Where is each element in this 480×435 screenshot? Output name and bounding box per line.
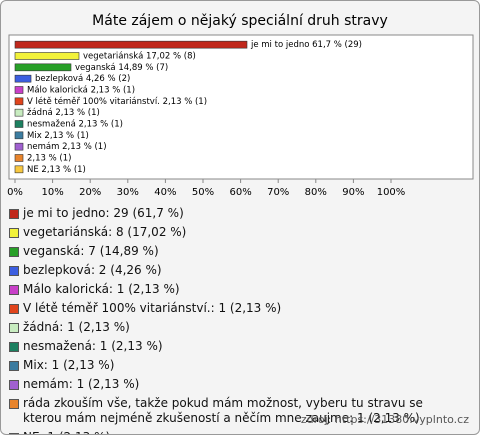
legend-item: veganská: 7 (14,89 %): [9, 244, 464, 259]
bar-label: žádná 2,13 % (1): [27, 108, 100, 118]
legend-item: bezlepková: 2 (4,26 %): [9, 263, 464, 278]
x-tick-label: 80%: [305, 187, 327, 198]
legend-swatch: [9, 228, 19, 238]
bar: [14, 40, 248, 49]
bar-label: NE 2,13 % (1): [27, 165, 86, 175]
bar: [14, 165, 24, 174]
bar-label: Mix 2,13 % (1): [27, 131, 89, 141]
chart-title: Máte zájem o nějaký speciální druh strav…: [92, 13, 388, 29]
legend-item: vegetariánská: 8 (17,02 %): [9, 225, 464, 240]
legend-label: bezlepková: 2 (4,26 %): [23, 263, 162, 277]
legend-label: Mix: 1 (2,13 %): [23, 358, 115, 372]
legend-label: Málo kalorická: 1 (2,13 %): [23, 282, 180, 296]
bar: [14, 86, 24, 94]
plot: Máte zájem o nějaký speciální druh strav…: [7, 13, 474, 198]
legend-swatch: [9, 247, 19, 257]
x-tick-label: 30%: [117, 187, 139, 198]
bar-label: V létě téměř 100% vitariánství. 2,13 % (…: [27, 96, 207, 107]
x-tick-label: 20%: [79, 187, 101, 198]
legend-item: žádná: 1 (2,13 %): [9, 320, 464, 335]
legend-label: ráda zkouším vše, takže pokud mám možnos…: [23, 396, 423, 425]
x-tick-label: 0%: [7, 187, 23, 198]
legend-swatch: [9, 380, 19, 390]
bar: [14, 97, 24, 106]
bar: [14, 74, 32, 83]
legend-item: je mi to jedno: 29 (61,7 %): [9, 206, 464, 221]
source: zdroj: https://31380.vyplnto.cz: [300, 413, 469, 426]
legend-swatch: [9, 342, 19, 352]
bar: [14, 108, 24, 117]
bar: [14, 120, 24, 128]
legend-item: NE: 1 (2,13 %): [9, 430, 464, 434]
legend-label: vegetariánská: 8 (17,02 %): [23, 225, 187, 239]
legend-swatch: [9, 323, 19, 333]
bar-label: veganská 14,89 % (7): [75, 63, 168, 73]
legend-swatch: [9, 433, 19, 434]
legend-item: nesmažená: 1 (2,13 %): [9, 339, 464, 354]
x-tick-label: 50%: [192, 187, 214, 198]
legend-label: nesmažená: 1 (2,13 %): [23, 339, 163, 353]
plot-area: [8, 34, 474, 180]
legend-label: veganská: 7 (14,89 %): [23, 244, 159, 258]
x-tick-label: 40%: [154, 187, 176, 198]
x-tick-label: 70%: [267, 187, 289, 198]
legend-swatch: [9, 266, 19, 276]
legend-item: Mix: 1 (2,13 %): [9, 358, 464, 373]
legend-swatch: [9, 209, 19, 219]
x-tick-label: 90%: [342, 187, 364, 198]
x-tick-label: 60%: [229, 187, 251, 198]
legend-swatch: [9, 304, 19, 314]
legend-label: žádná: 1 (2,13 %): [23, 320, 130, 334]
bar-label: Málo kalorická 2,13 % (1): [27, 86, 135, 96]
legend-label: V létě téměř 100% vitariánství.: 1 (2,13…: [23, 301, 282, 315]
bar-label: nesmažená 2,13 % (1): [27, 120, 123, 130]
legend-item: ráda zkouším vše, takže pokud mám možnos…: [9, 396, 464, 426]
bar-label: je mi to jedno 61,7 % (29): [250, 40, 362, 50]
bar: [14, 52, 80, 60]
legend-label: NE: 1 (2,13 %): [23, 430, 110, 434]
legend: je mi to jedno: 29 (61,7 %) vegetariánská…: [9, 206, 464, 434]
bar: [14, 154, 24, 162]
legend-swatch: [9, 361, 19, 371]
bar: [14, 142, 24, 151]
bar-label: vegetariánská 17,02 % (8): [83, 52, 196, 62]
legend-label: nemám: 1 (2,13 %): [23, 377, 140, 391]
x-tick-label: 100%: [377, 187, 406, 198]
legend-item: V létě téměř 100% vitariánství.: 1 (2,13…: [9, 301, 464, 316]
bar: [14, 131, 24, 140]
x-tick-label: 10%: [41, 187, 63, 198]
legend-item: Málo kalorická: 1 (2,13 %): [9, 282, 464, 297]
bar: [14, 63, 72, 72]
legend-item: nemám: 1 (2,13 %): [9, 377, 464, 392]
legend-label: je mi to jedno: 29 (61,7 %): [23, 206, 184, 220]
bar-label: 2,13 % (1): [27, 154, 71, 164]
legend-swatch: [9, 399, 19, 409]
bar-label: nemám 2,13 % (1): [27, 142, 107, 152]
legend-swatch: [9, 285, 19, 295]
bar-label: bezlepková 4,26 % (2): [35, 74, 130, 84]
